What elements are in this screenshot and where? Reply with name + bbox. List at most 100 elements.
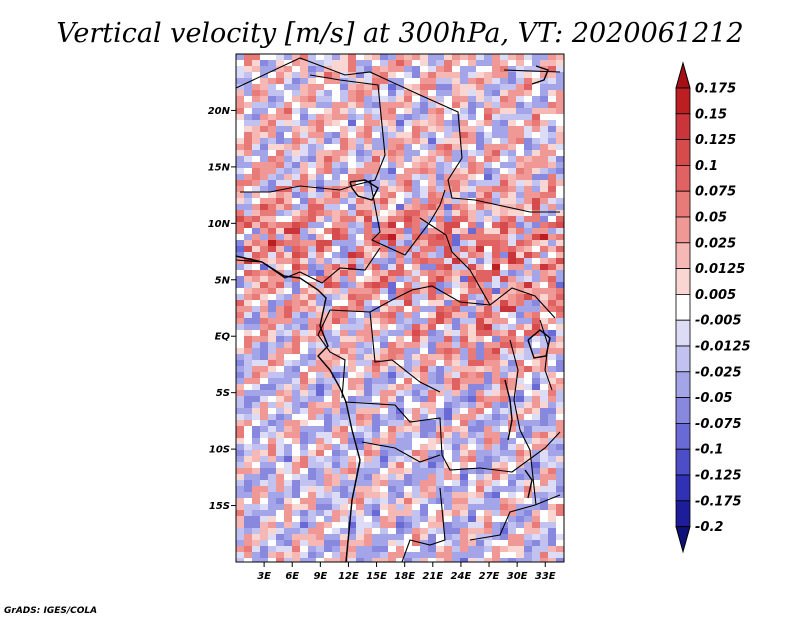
field-cell [556, 72, 564, 79]
field-cell [236, 558, 245, 562]
field-cell [436, 186, 445, 193]
field-cell [332, 312, 341, 319]
field-cell [356, 336, 365, 343]
field-cell [476, 84, 485, 91]
field-cell [340, 492, 349, 499]
field-cell [468, 522, 477, 529]
field-cell [420, 54, 429, 61]
field-cell [260, 534, 269, 541]
field-cell [444, 168, 453, 175]
field-cell [332, 360, 341, 367]
field-cell [276, 282, 285, 289]
field-cell [260, 252, 269, 259]
field-cell [260, 516, 269, 523]
field-cell [404, 516, 413, 523]
field-cell [428, 282, 437, 289]
field-cell [268, 546, 277, 553]
field-cell [380, 474, 389, 481]
field-cell [332, 84, 341, 91]
field-cell [348, 558, 357, 562]
field-cell [268, 456, 277, 463]
field-cell [244, 120, 253, 127]
field-cell [364, 180, 373, 187]
field-cell [444, 480, 453, 487]
field-cell [476, 402, 485, 409]
field-cell [548, 90, 557, 97]
field-cell [540, 90, 549, 97]
field-cell [428, 390, 437, 397]
field-cell [252, 534, 261, 541]
field-cell [476, 510, 485, 517]
field-cell [548, 522, 557, 529]
field-cell [460, 480, 469, 487]
field-cell [556, 330, 564, 337]
field-cell [276, 474, 285, 481]
field-cell [524, 138, 533, 145]
field-cell [428, 66, 437, 73]
field-cell [244, 150, 253, 157]
field-cell [444, 120, 453, 127]
field-cell [404, 396, 413, 403]
field-cell [292, 132, 301, 139]
field-cell [556, 426, 564, 433]
field-cell [372, 378, 381, 385]
field-cell [348, 468, 357, 475]
field-cell [540, 336, 549, 343]
field-cell [436, 396, 445, 403]
field-cell [436, 450, 445, 457]
field-cell [332, 234, 341, 241]
field-cell [508, 420, 517, 427]
field-cell [396, 264, 405, 271]
field-cell [508, 168, 517, 175]
field-cell [372, 420, 381, 427]
field-cell [396, 378, 405, 385]
field-cell [260, 474, 269, 481]
field-cell [372, 510, 381, 517]
field-cell [444, 324, 453, 331]
field-cell [260, 360, 269, 367]
field-cell [540, 360, 549, 367]
field-cell [540, 150, 549, 157]
field-cell [260, 372, 269, 379]
field-cell [340, 66, 349, 73]
field-cell [420, 516, 429, 523]
field-cell [436, 468, 445, 475]
field-cell [548, 102, 557, 109]
field-cell [412, 192, 421, 199]
field-cell [404, 366, 413, 373]
field-cell [508, 318, 517, 325]
field-cell [452, 504, 461, 511]
field-cell [476, 318, 485, 325]
field-cell [324, 192, 333, 199]
field-cell [348, 396, 357, 403]
field-cell [484, 204, 493, 211]
field-cell [292, 402, 301, 409]
field-cell [468, 114, 477, 121]
field-cell [364, 132, 373, 139]
field-cell [500, 138, 509, 145]
field-cell [396, 342, 405, 349]
field-cell [236, 540, 245, 547]
field-cell [316, 474, 325, 481]
field-cell [452, 360, 461, 367]
field-cell [404, 294, 413, 301]
field-cell [404, 510, 413, 517]
field-cell [372, 372, 381, 379]
field-cell [268, 186, 277, 193]
field-cell [548, 426, 557, 433]
field-cell [476, 264, 485, 271]
field-cell [340, 354, 349, 361]
field-cell [460, 426, 469, 433]
field-cell [356, 504, 365, 511]
field-cell [388, 108, 397, 115]
field-cell [516, 546, 525, 553]
field-cell [492, 102, 501, 109]
field-cell [444, 288, 453, 295]
field-cell [388, 492, 397, 499]
field-cell [420, 480, 429, 487]
field-cell [292, 510, 301, 517]
field-cell [468, 246, 477, 253]
border-line [369, 311, 441, 393]
field-cell [364, 120, 373, 127]
field-cell [484, 336, 493, 343]
